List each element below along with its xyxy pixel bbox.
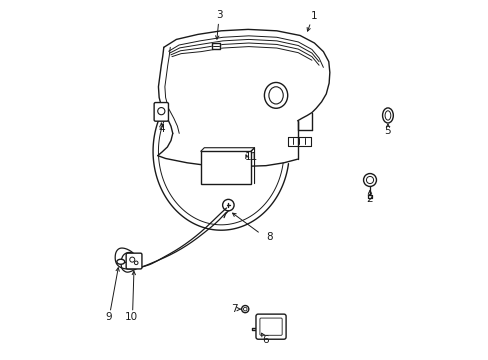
Text: 8: 8 [266, 232, 272, 242]
Polygon shape [211, 43, 220, 49]
FancyBboxPatch shape [260, 318, 282, 335]
Text: 3: 3 [216, 10, 222, 20]
Ellipse shape [264, 82, 287, 108]
Text: 9: 9 [105, 312, 111, 322]
Text: 6: 6 [262, 334, 269, 345]
Text: 11: 11 [244, 152, 257, 162]
Text: 4: 4 [158, 124, 164, 134]
Bar [201, 151, 250, 184]
Ellipse shape [384, 111, 390, 120]
Ellipse shape [268, 87, 283, 104]
FancyBboxPatch shape [255, 314, 285, 339]
FancyBboxPatch shape [154, 103, 168, 121]
Text: 2: 2 [366, 194, 372, 204]
Ellipse shape [382, 108, 392, 123]
Ellipse shape [117, 259, 124, 264]
Text: 7: 7 [231, 304, 237, 314]
Text: 1: 1 [310, 11, 317, 21]
FancyBboxPatch shape [126, 253, 142, 269]
Text: 5: 5 [384, 126, 390, 135]
Text: 10: 10 [125, 312, 138, 322]
